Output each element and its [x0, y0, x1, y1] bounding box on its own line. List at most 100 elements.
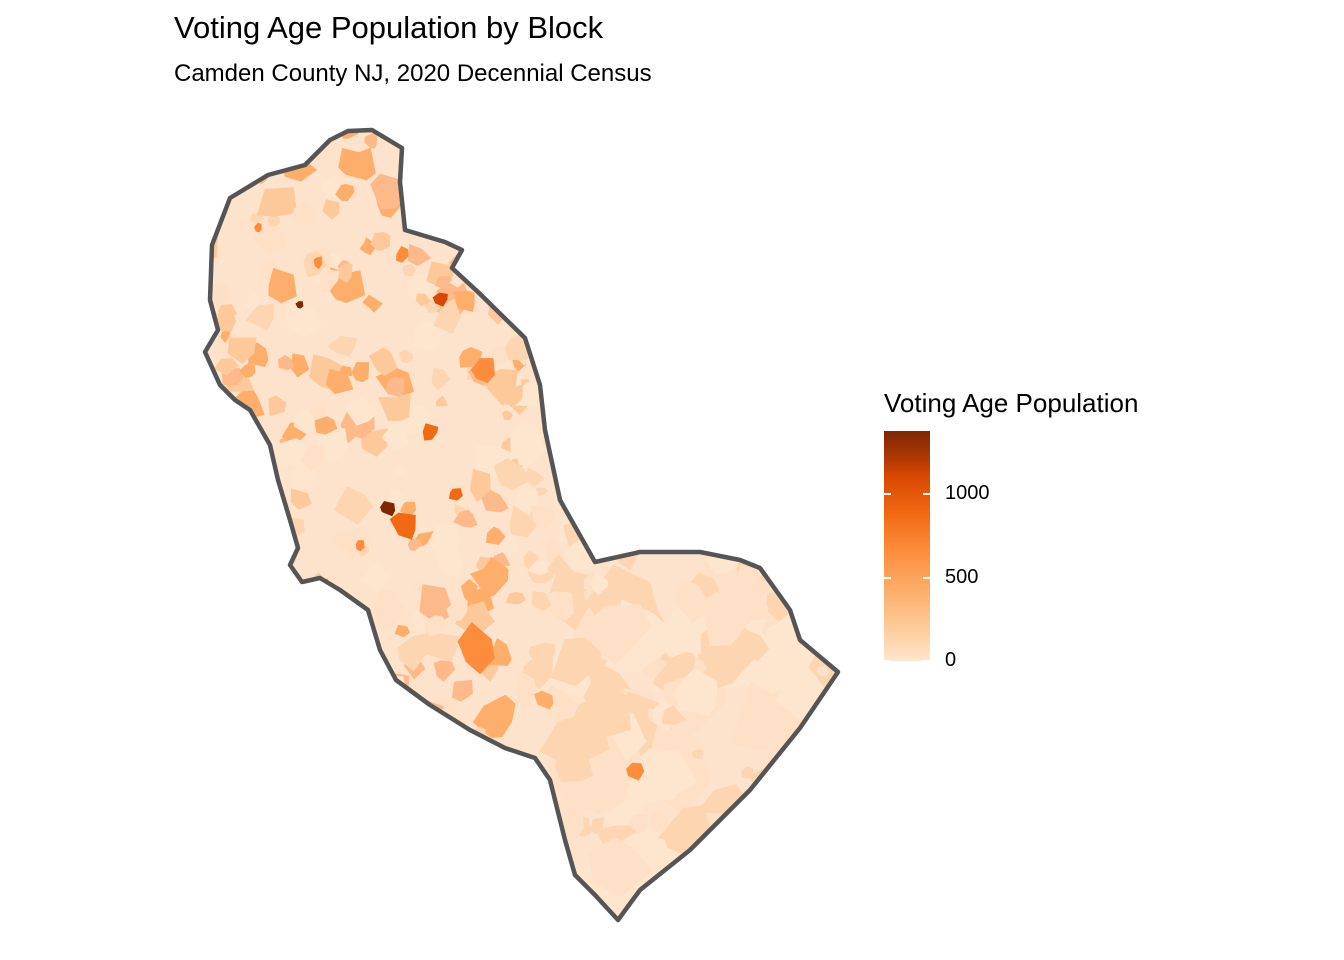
census-block — [223, 628, 254, 657]
census-block — [226, 899, 245, 920]
census-block — [211, 308, 236, 338]
census-block — [698, 197, 713, 214]
census-block — [662, 299, 702, 344]
census-block — [331, 637, 370, 671]
census-block — [381, 424, 410, 451]
census-block — [435, 395, 449, 407]
census-block — [761, 164, 796, 201]
census-block — [580, 130, 593, 142]
census-block — [389, 130, 402, 137]
census-block — [402, 264, 416, 277]
census-block — [777, 395, 810, 423]
census-block — [300, 444, 324, 472]
census-block — [619, 502, 660, 544]
census-block — [634, 130, 667, 157]
census-block — [351, 857, 379, 879]
census-block — [434, 276, 455, 290]
census-block — [788, 878, 836, 920]
census-block — [261, 726, 287, 752]
census-block — [581, 289, 594, 298]
census-block — [690, 853, 710, 870]
census-block — [320, 269, 340, 293]
census-block — [211, 483, 222, 494]
census-block — [633, 473, 662, 498]
census-block — [449, 278, 462, 288]
census-block — [493, 458, 532, 491]
census-block — [783, 780, 804, 802]
census-block — [334, 486, 374, 525]
census-block — [220, 331, 230, 343]
census-block — [610, 432, 638, 454]
census-block — [219, 790, 243, 814]
census-block — [807, 272, 821, 289]
census-block — [734, 289, 756, 319]
census-block — [673, 872, 723, 920]
census-block — [265, 867, 298, 907]
census-block — [224, 575, 251, 605]
census-block — [690, 166, 706, 181]
census-block — [757, 320, 771, 332]
census-block — [256, 187, 298, 217]
census-block — [268, 600, 289, 618]
census-block — [784, 130, 816, 161]
census-block — [245, 913, 258, 920]
census-block — [691, 749, 704, 760]
census-block-high — [432, 292, 448, 307]
census-block — [807, 827, 838, 913]
census-block — [348, 854, 370, 875]
census-block — [615, 139, 638, 158]
census-block — [542, 362, 567, 386]
census-block — [314, 766, 352, 804]
census-block — [589, 421, 617, 448]
census-block — [663, 789, 676, 802]
census-block — [250, 634, 282, 658]
census-block — [425, 754, 444, 770]
census-block — [242, 602, 259, 624]
census-block — [302, 855, 337, 885]
census-block — [636, 263, 658, 281]
census-block — [770, 323, 805, 363]
census-block — [507, 903, 547, 920]
census-block — [767, 130, 781, 142]
census-block — [605, 239, 630, 266]
census-block — [590, 199, 616, 226]
census-block — [290, 201, 316, 225]
legend: Voting Age Population 1000 500 0 — [884, 388, 1214, 678]
census-block — [330, 531, 353, 550]
census-block — [574, 138, 610, 174]
census-block — [351, 362, 370, 383]
census-block — [674, 579, 713, 624]
census-block — [807, 844, 833, 873]
census-block — [350, 815, 374, 841]
census-block — [746, 504, 759, 518]
census-block — [578, 324, 622, 365]
census-block — [205, 143, 231, 165]
census-block — [753, 358, 790, 399]
census-block — [724, 156, 740, 175]
census-block — [338, 147, 376, 181]
census-block — [329, 820, 349, 849]
census-block — [664, 284, 685, 308]
census-block — [533, 909, 569, 920]
census-block — [445, 770, 470, 796]
census-block — [738, 459, 767, 490]
census-block-high — [355, 540, 365, 552]
census-block — [433, 298, 461, 335]
census-block — [749, 762, 805, 828]
census-block — [227, 337, 257, 364]
census-block — [205, 695, 236, 725]
census-block — [247, 668, 266, 685]
census-block — [263, 645, 271, 656]
census-block — [247, 847, 273, 880]
census-block — [576, 466, 599, 490]
census-block — [426, 846, 461, 881]
census-block — [834, 275, 838, 307]
census-block — [726, 320, 740, 330]
legend-colorbar — [884, 431, 930, 661]
census-block — [205, 442, 209, 456]
census-block — [746, 472, 777, 499]
census-block — [531, 505, 556, 532]
census-block — [661, 704, 687, 725]
census-block — [713, 896, 733, 915]
census-block — [570, 356, 591, 381]
